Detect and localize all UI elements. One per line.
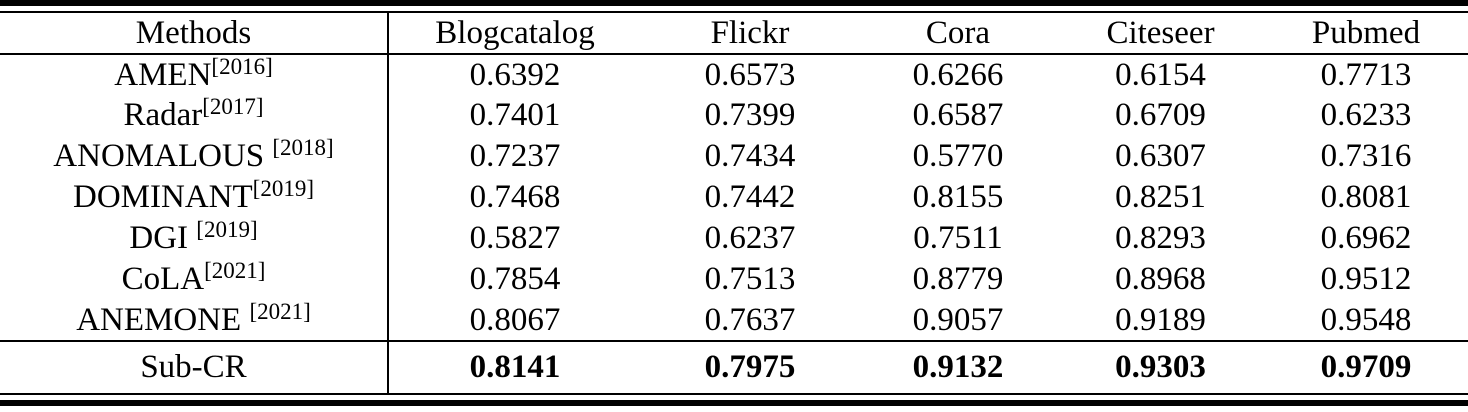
method-citation-year: [2019] bbox=[252, 176, 314, 201]
table-row-radar: Radar[2017] 0.7401 0.7399 0.6587 0.6709 … bbox=[0, 95, 1468, 136]
method-citation-year: [2018] bbox=[272, 135, 334, 160]
value-cell-best: 0.9709 bbox=[1264, 340, 1468, 395]
method-citation-year: [2016] bbox=[211, 53, 273, 79]
value-cell: 0.7237 bbox=[469, 138, 561, 174]
table-row-dgi: DGI [2019] 0.5827 0.6237 0.7511 0.8293 0… bbox=[0, 218, 1468, 259]
column-header-flickr: Flickr bbox=[641, 13, 859, 55]
method-name: CoLA bbox=[121, 261, 205, 297]
column-header-pubmed: Pubmed bbox=[1264, 13, 1468, 55]
value-cell: 0.6237 bbox=[704, 220, 796, 256]
value-cell: 0.6154 bbox=[1115, 56, 1206, 93]
value-cell: 0.9512 bbox=[1320, 261, 1412, 297]
value-cell: 0.7713 bbox=[1320, 56, 1412, 93]
value-cell: 0.7513 bbox=[704, 261, 796, 297]
value-cell: 0.7442 bbox=[704, 179, 796, 215]
value-cell: 0.6392 bbox=[469, 56, 561, 93]
value-cell: 0.8779 bbox=[912, 261, 1004, 297]
value-cell: 0.8067 bbox=[469, 301, 561, 338]
value-cell: 0.5827 bbox=[469, 220, 561, 256]
method-name: AMEN bbox=[114, 56, 212, 93]
value-cell: 0.6307 bbox=[1115, 138, 1206, 174]
value-cell: 0.9189 bbox=[1115, 301, 1206, 338]
value-cell: 0.7468 bbox=[469, 179, 561, 215]
table-row-anemone: ANEMONE [2021] 0.8067 0.7637 0.9057 0.91… bbox=[0, 300, 1468, 341]
value-cell-best: 0.9132 bbox=[859, 340, 1057, 395]
column-header-methods: Methods bbox=[0, 13, 389, 55]
method-cell: DOMINANT[2019] bbox=[0, 176, 389, 218]
value-cell: 0.7399 bbox=[704, 97, 796, 133]
value-cell: 0.6709 bbox=[1115, 97, 1206, 133]
value-cell: 0.7434 bbox=[704, 138, 796, 174]
top-thick-rule bbox=[0, 0, 1468, 6]
value-cell: 0.6266 bbox=[912, 56, 1004, 93]
method-citation-year: [2021] bbox=[204, 258, 266, 283]
value-cell-best: 0.7975 bbox=[641, 340, 859, 395]
value-cell: 0.7854 bbox=[469, 261, 561, 297]
column-header-blogcatalog: Blogcatalog bbox=[388, 13, 641, 55]
method-cell: DGI [2019] bbox=[0, 217, 389, 259]
method-cell: Sub-CR bbox=[0, 340, 389, 395]
method-cell: ANOMALOUS [2018] bbox=[0, 135, 389, 177]
method-cell: CoLA[2021] bbox=[0, 258, 389, 300]
table-row-amen: AMEN[2016] 0.6392 0.6573 0.6266 0.6154 0… bbox=[0, 54, 1468, 95]
method-name: ANEMONE bbox=[76, 301, 250, 338]
column-header-citeseer: Citeseer bbox=[1057, 13, 1264, 55]
method-name: DGI bbox=[129, 220, 197, 256]
method-citation-year: [2019] bbox=[196, 217, 258, 242]
value-cell-best: 0.8141 bbox=[388, 340, 641, 395]
method-name: DOMINANT bbox=[73, 179, 253, 215]
value-cell: 0.8968 bbox=[1115, 261, 1206, 297]
value-cell: 0.8081 bbox=[1320, 179, 1412, 215]
value-cell: 0.6233 bbox=[1320, 97, 1412, 133]
table-row-dominant: DOMINANT[2019] 0.7468 0.7442 0.8155 0.82… bbox=[0, 177, 1468, 218]
method-cell: AMEN[2016] bbox=[0, 53, 389, 95]
table-row-subcr: Sub-CR 0.8141 0.7975 0.9132 0.9303 0.970… bbox=[0, 340, 1468, 395]
value-cell: 0.5770 bbox=[912, 138, 1004, 174]
value-cell: 0.7511 bbox=[913, 220, 1003, 256]
method-name: ANOMALOUS bbox=[53, 138, 273, 174]
method-cell: Radar[2017] bbox=[0, 94, 389, 136]
method-citation-year: [2017] bbox=[202, 94, 264, 119]
header-row: Methods Blogcatalog Flickr Cora Citeseer… bbox=[0, 13, 1468, 55]
value-cell: 0.8293 bbox=[1115, 220, 1206, 256]
results-table: Methods Blogcatalog Flickr Cora Citeseer… bbox=[0, 13, 1468, 395]
method-citation-year: [2021] bbox=[249, 298, 311, 324]
value-cell: 0.7637 bbox=[704, 301, 796, 338]
value-cell: 0.7401 bbox=[469, 97, 561, 133]
table-row-cola: CoLA[2021] 0.7854 0.7513 0.8779 0.8968 0… bbox=[0, 259, 1468, 300]
column-header-cora: Cora bbox=[859, 13, 1057, 55]
method-cell: ANEMONE [2021] bbox=[0, 298, 389, 341]
value-cell: 0.6962 bbox=[1320, 220, 1412, 256]
value-cell: 0.9057 bbox=[912, 301, 1004, 338]
table-row-anomalous: ANOMALOUS [2018] 0.7237 0.7434 0.5770 0.… bbox=[0, 136, 1468, 177]
value-cell-best: 0.9303 bbox=[1057, 340, 1264, 395]
bottom-thick-rule bbox=[0, 400, 1468, 406]
value-cell: 0.8251 bbox=[1115, 179, 1206, 215]
value-cell: 0.8155 bbox=[912, 179, 1004, 215]
value-cell: 0.6587 bbox=[912, 97, 1004, 133]
top-thin-rule bbox=[0, 11, 1468, 13]
value-cell: 0.6573 bbox=[704, 56, 796, 93]
method-name: Radar bbox=[123, 97, 203, 133]
value-cell: 0.9548 bbox=[1320, 301, 1412, 338]
value-cell: 0.7316 bbox=[1320, 138, 1412, 174]
